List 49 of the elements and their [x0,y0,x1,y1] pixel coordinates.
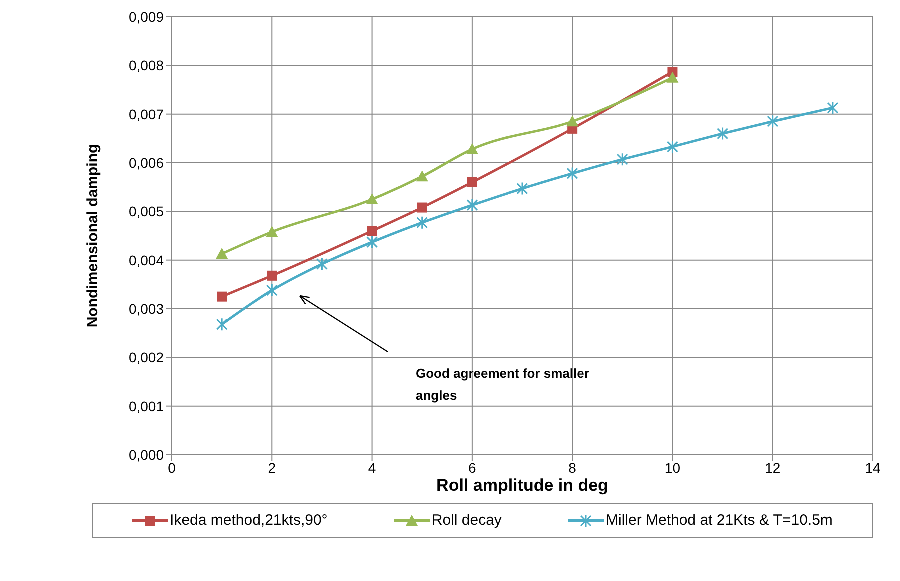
point [416,216,428,230]
y-axis-title: Nondimensional damping [84,144,102,328]
point [217,292,228,302]
x-tick-label: 12 [765,460,781,476]
legend-label: Ikeda method,21kts,90° [170,512,328,529]
x-tick-label: 2 [268,460,276,476]
point [566,116,579,127]
point [616,152,628,166]
y-tick-label: 0,006 [128,154,164,171]
y-tick-label: 0,008 [128,58,164,74]
annotation: Good agreement for smaller angles [416,366,590,403]
point [216,318,228,332]
y-tick-label: 0,005 [128,204,164,220]
point [666,140,678,154]
point [566,166,578,180]
x-tick-label: 14 [865,460,881,476]
y-tick-label: 0,004 [128,252,164,268]
point [267,270,278,281]
point [717,127,729,141]
point [366,194,378,204]
point [416,170,428,182]
x-tick-label: 4 [368,460,376,476]
point [467,177,478,188]
y-tick-label: 0,007 [128,106,164,122]
y-tick-label: 0,003 [128,300,164,317]
legend-label: Miller Method at 21Kts & T=10.5m [606,512,833,529]
point [827,101,839,115]
y-tick-label: 0,002 [128,350,164,366]
point [266,284,278,298]
point [367,226,378,236]
point [767,114,779,128]
point [266,226,278,238]
point [316,257,328,271]
y-tick-label: 0,001 [128,398,164,414]
legend-label: Roll decay [432,512,502,529]
point [216,248,228,260]
point [417,202,428,213]
point [366,236,378,250]
y-tick-label: 0,009 [128,8,164,25]
x-tick-label: 10 [664,460,681,476]
point [666,72,679,83]
point [466,198,478,212]
x-tick-label: 0 [168,460,176,476]
x-tick-label: 6 [468,460,477,476]
point [516,182,528,196]
point [466,143,478,154]
x-tick-label: 8 [568,460,577,476]
y-tick-label: 0,000 [128,446,164,463]
x-axis-title: Roll amplitude in deg [436,476,608,495]
